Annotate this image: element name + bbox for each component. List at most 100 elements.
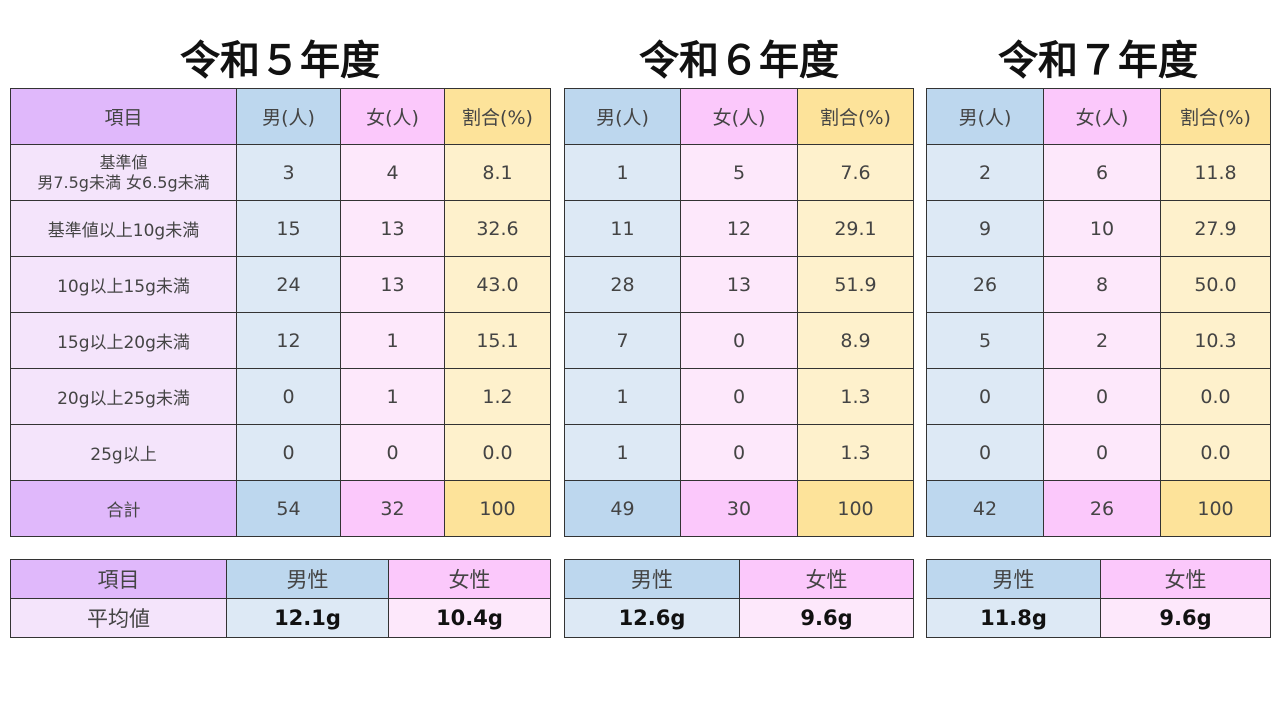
header-item: 項目 — [10, 88, 237, 145]
female-count: 0 — [680, 424, 798, 481]
average-header-row: 男性 女性 — [926, 559, 1271, 599]
header-ratio: 割合(%) — [1160, 88, 1271, 145]
header-row: 男(人) 女(人) 割合(%) — [926, 88, 1271, 145]
header-row: 男(人) 女(人) 割合(%) — [564, 88, 914, 145]
male-count: 15 — [236, 200, 341, 257]
title-r5: 令和５年度 — [180, 38, 380, 84]
ratio-percent: 8.9 — [797, 312, 914, 369]
male-count: 0 — [926, 368, 1044, 425]
male-count: 9 — [926, 200, 1044, 257]
average-table-r6: 男性 女性 12.6g 9.6g — [564, 559, 914, 638]
table-row: 9 10 27.9 — [926, 200, 1271, 257]
table-row: 0 0 0.0 — [926, 424, 1271, 481]
total-row: 合計 54 32 100 — [10, 480, 551, 537]
ratio-percent: 0.0 — [1160, 368, 1271, 425]
ratio-percent: 1.2 — [444, 368, 551, 425]
total-female: 30 — [680, 480, 798, 537]
average-male: 12.1g — [226, 598, 389, 638]
table-row: 1 5 7.6 — [564, 144, 914, 201]
average-female: 9.6g — [739, 598, 914, 638]
ratio-percent: 50.0 — [1160, 256, 1271, 313]
ratio-percent: 1.3 — [797, 424, 914, 481]
header-female: 女(人) — [1043, 88, 1161, 145]
table-r7: 男(人) 女(人) 割合(%) 2 6 11.8 9 10 27.9 26 8 50.0 5 2 10.3 0… — [926, 88, 1271, 537]
table-row: 基準値以上10g未満 15 13 32.6 — [10, 200, 551, 257]
average-table-r5: 項目 男性 女性 平均値 12.1g 10.4g — [10, 559, 551, 638]
row-label: 10g以上15g未満 — [10, 256, 237, 313]
row-label: 25g以上 — [10, 424, 237, 481]
header-female: 女性 — [388, 559, 551, 599]
female-count: 0 — [680, 312, 798, 369]
header-ratio: 割合(%) — [444, 88, 551, 145]
male-count: 1 — [564, 144, 681, 201]
row-label: 基準値 男7.5g未満 女6.5g未満 — [10, 144, 237, 201]
table-row: 1 0 1.3 — [564, 424, 914, 481]
header-male: 男性 — [926, 559, 1101, 599]
female-count: 0 — [680, 368, 798, 425]
female-count: 0 — [340, 424, 445, 481]
female-count: 8 — [1043, 256, 1161, 313]
header-ratio: 割合(%) — [797, 88, 914, 145]
female-count: 6 — [1043, 144, 1161, 201]
header-female: 女性 — [1100, 559, 1271, 599]
female-count: 0 — [1043, 368, 1161, 425]
title-r6: 令和６年度 — [639, 38, 839, 84]
table-row: 1 0 1.3 — [564, 368, 914, 425]
male-count: 0 — [236, 424, 341, 481]
total-female: 32 — [340, 480, 445, 537]
ratio-percent: 8.1 — [444, 144, 551, 201]
average-female: 9.6g — [1100, 598, 1271, 638]
title-r7: 令和７年度 — [998, 38, 1198, 84]
ratio-percent: 0.0 — [444, 424, 551, 481]
female-count: 1 — [340, 368, 445, 425]
total-ratio: 100 — [444, 480, 551, 537]
female-count: 1 — [340, 312, 445, 369]
row-label: 15g以上20g未満 — [10, 312, 237, 369]
average-row: 12.6g 9.6g — [564, 598, 914, 638]
table-r6: 男(人) 女(人) 割合(%) 1 5 7.6 11 12 29.1 28 13 51.9 7 0 8.9 1… — [564, 88, 914, 537]
male-count: 24 — [236, 256, 341, 313]
male-count: 11 — [564, 200, 681, 257]
average-table-r7: 男性 女性 11.8g 9.6g — [926, 559, 1271, 638]
average-label: 平均値 — [10, 598, 227, 638]
header-male: 男(人) — [564, 88, 681, 145]
male-count: 2 — [926, 144, 1044, 201]
female-count: 2 — [1043, 312, 1161, 369]
table-row: 0 0 0.0 — [926, 368, 1271, 425]
average-female: 10.4g — [388, 598, 551, 638]
ratio-percent: 0.0 — [1160, 424, 1271, 481]
female-count: 4 — [340, 144, 445, 201]
table-row: 26 8 50.0 — [926, 256, 1271, 313]
table-row: 基準値 男7.5g未満 女6.5g未満 3 4 8.1 — [10, 144, 551, 201]
male-count: 0 — [236, 368, 341, 425]
table-row: 10g以上15g未満 24 13 43.0 — [10, 256, 551, 313]
average-header-row: 項目 男性 女性 — [10, 559, 551, 599]
ratio-percent: 10.3 — [1160, 312, 1271, 369]
female-count: 13 — [680, 256, 798, 313]
ratio-percent: 11.8 — [1160, 144, 1271, 201]
ratio-percent: 7.6 — [797, 144, 914, 201]
total-row: 49 30 100 — [564, 480, 914, 537]
total-ratio: 100 — [1160, 480, 1271, 537]
average-male: 12.6g — [564, 598, 740, 638]
total-ratio: 100 — [797, 480, 914, 537]
total-male: 49 — [564, 480, 681, 537]
ratio-percent: 32.6 — [444, 200, 551, 257]
header-female: 女性 — [739, 559, 914, 599]
table-row: 20g以上25g未満 0 1 1.2 — [10, 368, 551, 425]
header-male: 男性 — [226, 559, 389, 599]
male-count: 7 — [564, 312, 681, 369]
table-row: 2 6 11.8 — [926, 144, 1271, 201]
row-label: 基準値以上10g未満 — [10, 200, 237, 257]
ratio-percent: 29.1 — [797, 200, 914, 257]
average-header-row: 男性 女性 — [564, 559, 914, 599]
average-row: 平均値 12.1g 10.4g — [10, 598, 551, 638]
male-count: 12 — [236, 312, 341, 369]
female-count: 5 — [680, 144, 798, 201]
table-row: 25g以上 0 0 0.0 — [10, 424, 551, 481]
male-count: 1 — [564, 368, 681, 425]
ratio-percent: 15.1 — [444, 312, 551, 369]
total-male: 54 — [236, 480, 341, 537]
male-count: 26 — [926, 256, 1044, 313]
row-label: 20g以上25g未満 — [10, 368, 237, 425]
